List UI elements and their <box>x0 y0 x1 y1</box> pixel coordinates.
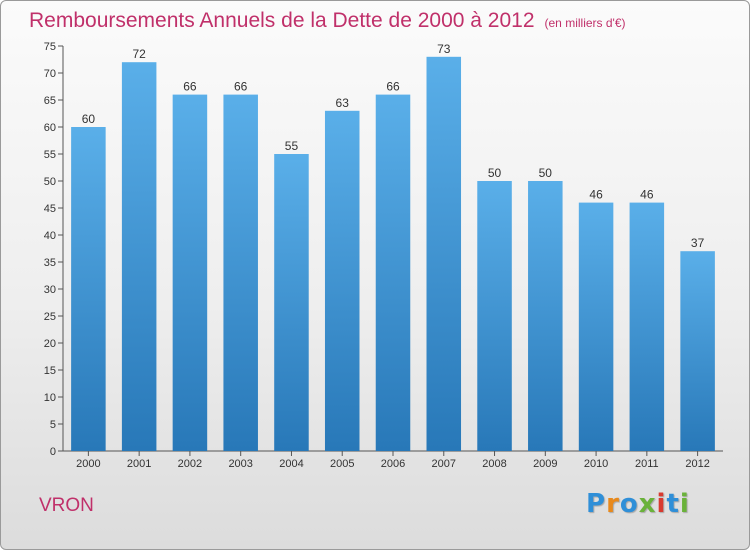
logo-letter: x <box>638 489 657 519</box>
logo-letter: i <box>656 489 667 519</box>
y-tick-label: 30 <box>44 284 56 296</box>
bar <box>578 202 614 451</box>
x-tick-label: 2011 <box>635 458 659 470</box>
y-tick-label: 10 <box>44 392 56 404</box>
y-tick-label: 25 <box>44 311 56 323</box>
bar-value-label: 46 <box>640 188 654 202</box>
y-tick-label: 45 <box>44 203 56 215</box>
proxiti-logo: Proxiti <box>586 489 690 519</box>
x-tick-label: 2002 <box>178 458 202 470</box>
bar <box>426 56 462 452</box>
y-tick-label: 15 <box>44 365 56 377</box>
y-tick-label: 70 <box>44 68 56 80</box>
bar-value-label: 63 <box>336 96 350 110</box>
bar <box>375 94 411 451</box>
y-tick-label: 75 <box>44 41 56 53</box>
y-tick-label: 65 <box>44 95 56 107</box>
bar <box>680 251 715 451</box>
chart-title-text: Remboursements Annuels de la Dette de 20… <box>29 9 535 32</box>
y-tick-label: 55 <box>44 149 56 161</box>
bar <box>223 94 258 451</box>
logo-letter: r <box>606 489 620 519</box>
bar-value-label: 50 <box>539 166 553 180</box>
y-tick-label: 60 <box>44 122 56 134</box>
bar <box>121 62 157 451</box>
chart-title: Remboursements Annuels de la Dette de 20… <box>29 9 626 33</box>
logo-letter: o <box>619 489 639 519</box>
x-tick-label: 2010 <box>584 458 608 470</box>
x-tick-label: 2003 <box>228 458 252 470</box>
bar <box>172 94 208 451</box>
logo-letter: P <box>586 489 607 519</box>
x-tick-label: 2007 <box>432 458 456 470</box>
x-tick-label: 2012 <box>685 458 709 470</box>
bar <box>274 154 309 451</box>
commune-name: VRON <box>39 495 94 516</box>
bar-value-label: 66 <box>386 80 400 94</box>
bar <box>324 110 360 452</box>
bar-value-label: 55 <box>285 139 299 153</box>
bar-value-label: 60 <box>82 112 96 126</box>
bar <box>629 202 665 451</box>
bar <box>477 181 512 451</box>
x-tick-label: 2006 <box>381 458 405 470</box>
bar-value-label: 72 <box>132 47 146 61</box>
y-tick-label: 35 <box>44 257 56 269</box>
y-tick-label: 5 <box>50 419 56 431</box>
x-tick-label: 2009 <box>533 458 557 470</box>
chart-subtitle: (en milliers d'€) <box>544 16 626 30</box>
x-tick-label: 2004 <box>279 458 303 470</box>
bar-value-label: 37 <box>691 236 705 250</box>
x-tick-label: 2000 <box>76 458 100 470</box>
y-tick-label: 40 <box>44 230 56 242</box>
y-tick-label: 20 <box>44 338 56 350</box>
x-tick-label: 2005 <box>330 458 354 470</box>
logo-letter: i <box>679 489 690 519</box>
logo-letter: t <box>666 489 680 519</box>
bar <box>71 127 106 451</box>
y-tick-label: 0 <box>50 446 56 458</box>
bar-value-label: 73 <box>437 42 451 56</box>
bar-value-label: 66 <box>183 80 197 94</box>
bar-value-label: 46 <box>589 188 603 202</box>
bar-value-label: 66 <box>234 80 248 94</box>
x-tick-label: 2001 <box>127 458 151 470</box>
chart-bars <box>71 56 715 452</box>
bar <box>528 181 563 451</box>
y-tick-label: 50 <box>44 176 56 188</box>
chart-labels: 60 72 66 66 55 63 66 73 50 50 46 46 37 <box>82 42 705 250</box>
x-tick-label: 2008 <box>482 458 506 470</box>
bar-value-label: 50 <box>488 166 502 180</box>
